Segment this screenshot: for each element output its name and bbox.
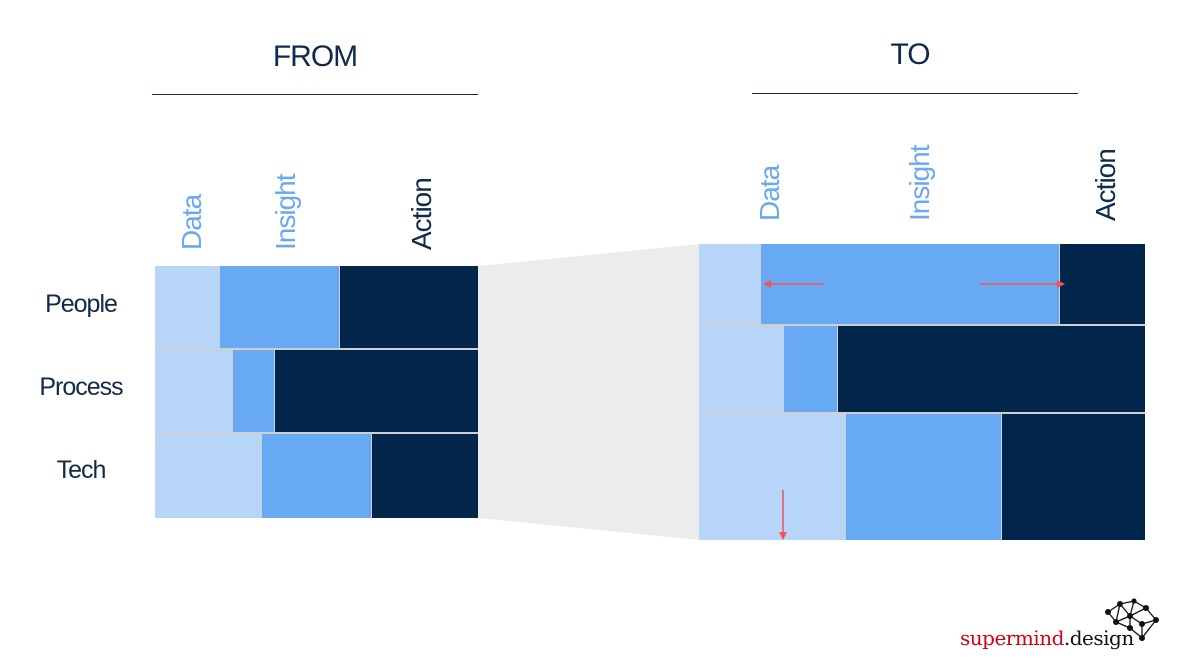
from-heading: FROM <box>272 40 358 73</box>
from-row1-data-segment <box>155 266 219 348</box>
to-row1-action-segment <box>1060 244 1145 324</box>
row-label-tech: Tech <box>56 456 107 484</box>
from-row3-insight-segment <box>262 434 371 518</box>
from-row3-data-segment <box>155 434 261 518</box>
from-row2-data-segment <box>155 350 232 432</box>
to-matrix <box>699 244 1145 540</box>
to-row2-data-segment <box>699 326 783 412</box>
to-row2-action-segment <box>838 326 1145 412</box>
from-row2-action-segment <box>275 350 478 432</box>
to-row3-data-segment <box>699 414 845 540</box>
to-row1-data-segment <box>699 244 760 324</box>
network-graph-icon <box>1105 598 1159 641</box>
row-label-people: People <box>45 290 118 318</box>
to-row3-action-segment <box>1002 414 1145 540</box>
brand-name-part1: supermind <box>960 626 1064 650</box>
to-row3-insight-segment <box>846 414 1001 540</box>
from-underline <box>152 94 478 95</box>
from-row1-insight-segment <box>220 266 339 348</box>
brand-name-part2: .design <box>1063 626 1134 650</box>
from-row3-action-segment <box>372 434 478 518</box>
brand-name: supermind.design <box>960 626 1134 650</box>
to-underline <box>752 93 1078 94</box>
from-matrix <box>155 266 478 518</box>
to-row2-insight-segment <box>784 326 837 412</box>
from-row1-action-segment <box>340 266 478 348</box>
from-row2-insight-segment <box>233 350 274 432</box>
to-heading: TO <box>890 38 930 71</box>
row-label-process: Process <box>39 373 123 401</box>
